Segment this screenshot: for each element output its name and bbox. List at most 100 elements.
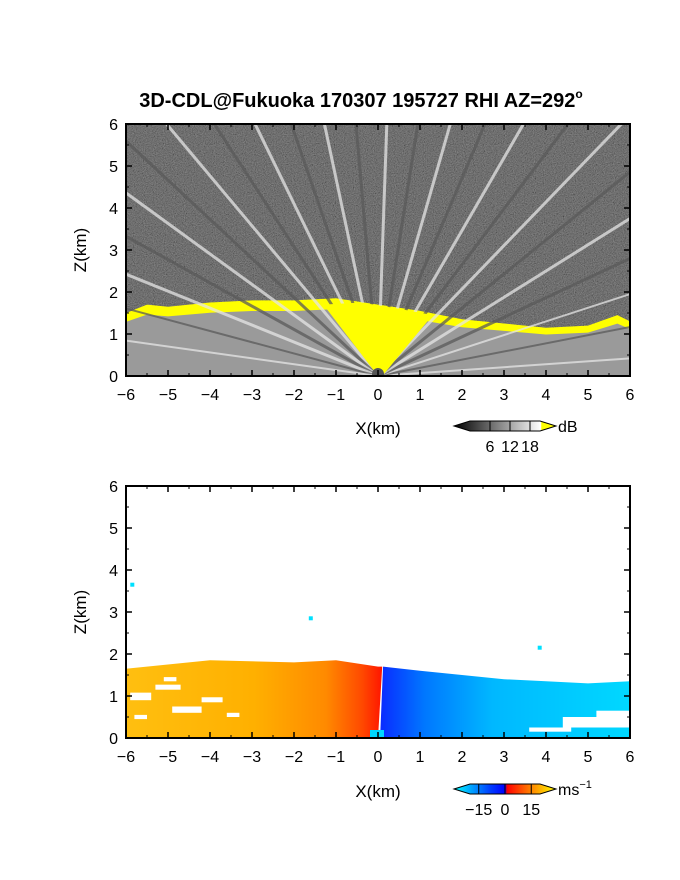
colorbar-tick-label: −15	[465, 802, 492, 819]
y-tick-label: 0	[109, 731, 118, 748]
bottom-colorbar-unit: ms−1	[558, 779, 592, 799]
beam-ray	[126, 339, 379, 376]
echo-gap	[134, 714, 147, 720]
beam-ray	[164, 124, 380, 376]
beam-ray	[376, 124, 487, 376]
top-y-axis-label: Z(km)	[71, 228, 90, 272]
top-axis-ticks: −6 −5 −4 −3 −2 −1 0 1 2 3 4 5 6 0 1 2 3 4 5 6	[109, 117, 634, 404]
beam-ray	[126, 234, 379, 376]
x-tick-label: −2	[285, 749, 303, 766]
beam-ray	[377, 256, 630, 376]
x-tick-label: −4	[201, 749, 219, 766]
beam-ray	[126, 138, 380, 376]
echo-gap	[226, 712, 240, 717]
x-tick-label: 5	[584, 749, 593, 766]
x-tick-label: 2	[458, 749, 467, 766]
y-tick-label: 4	[109, 201, 118, 218]
top-x-axis-label: X(km)	[355, 419, 400, 438]
bottom-colorbar: −15 0 15 ms−1	[452, 779, 592, 819]
x-tick-label: 1	[416, 387, 425, 404]
bottom-radar-site	[370, 730, 384, 737]
echo-gap	[163, 677, 177, 682]
echo-gap	[562, 717, 630, 728]
y-tick-label: 3	[109, 605, 118, 622]
isolated-echo	[308, 616, 313, 621]
x-tick-label: 5	[584, 387, 593, 404]
y-tick-label: 4	[109, 563, 118, 580]
y-tick-label: 3	[109, 243, 118, 260]
x-tick-label: 4	[542, 749, 551, 766]
x-tick-label: −5	[159, 749, 177, 766]
x-tick-label: 0	[374, 387, 383, 404]
beam-ray	[376, 124, 570, 376]
beam-ray	[126, 307, 379, 376]
x-tick-label: −6	[117, 387, 135, 404]
bottom-x-axis-label: X(km)	[355, 782, 400, 801]
echo-gap	[172, 706, 202, 713]
bottom-isolated-echoes	[130, 582, 542, 650]
beam-ray	[126, 191, 379, 376]
beam-ray	[376, 124, 452, 376]
top-colorbar: 6 12 18 dB	[452, 419, 578, 456]
top-panel: −6 −5 −4 −3 −2 −1 0 1 2 3 4 5 6 0 1 2 3 4 5 6 X(km) Z(km)	[71, 117, 635, 438]
x-tick-label: 1	[416, 749, 425, 766]
beam-ray	[126, 272, 379, 376]
x-tick-label: 2	[458, 387, 467, 404]
y-tick-label: 1	[109, 327, 118, 344]
top-yellow-fan	[323, 302, 433, 376]
beam-ray	[289, 124, 380, 376]
x-tick-label: 0	[374, 749, 383, 766]
isolated-echo	[130, 582, 135, 587]
figure-title: 3D-CDL@Fukuoka 170307 195727 RHI AZ=292o	[139, 87, 583, 112]
x-tick-label: 6	[626, 387, 635, 404]
colorbar-tick-label: 12	[501, 439, 519, 456]
echo-gap	[596, 710, 630, 720]
colorbar-tick-label: 6	[486, 439, 495, 456]
y-tick-label: 0	[109, 369, 118, 386]
beam-ray	[354, 124, 380, 376]
echo-gap	[155, 684, 181, 690]
x-tick-label: −5	[159, 387, 177, 404]
beam-ray	[377, 325, 630, 376]
y-tick-label: 1	[109, 689, 118, 706]
y-tick-label: 5	[109, 159, 118, 176]
x-tick-label: 6	[626, 749, 635, 766]
top-colorbar-bar	[452, 420, 558, 432]
bottom-y-axis-label: Z(km)	[71, 590, 90, 634]
bottom-panel: −6 −5 −4 −3 −2 −1 0 1 2 3 4 5 6 0 1 2 3 4 5 6 X(km) Z(km)	[71, 479, 635, 801]
beam-ray	[377, 216, 630, 376]
x-tick-label: −4	[201, 387, 219, 404]
beam-ray	[253, 124, 380, 376]
beam-ray	[377, 293, 630, 376]
x-tick-label: −3	[243, 387, 261, 404]
bottom-gaps	[130, 677, 630, 732]
echo-gap	[529, 727, 572, 732]
top-colorbar-ticks: 6 12 18	[486, 421, 539, 456]
bottom-positive-velocity	[126, 660, 383, 738]
x-tick-label: 3	[500, 387, 509, 404]
y-tick-label: 6	[109, 117, 118, 134]
colorbar-tick-label: 0	[501, 802, 510, 819]
y-tick-label: 5	[109, 521, 118, 538]
y-tick-label: 6	[109, 479, 118, 496]
beam-ray	[377, 357, 630, 376]
echo-gap	[201, 697, 223, 703]
x-tick-label: −3	[243, 749, 261, 766]
echo-gap	[130, 692, 152, 701]
x-tick-label: −1	[327, 387, 345, 404]
x-tick-label: −1	[327, 749, 345, 766]
x-tick-label: 3	[500, 749, 509, 766]
colorbar-tick-label: 18	[521, 439, 539, 456]
bottom-colorbar-ticks: −15 0 15	[465, 784, 540, 819]
x-tick-label: −6	[117, 749, 135, 766]
x-tick-label: −2	[285, 387, 303, 404]
bottom-axis-ticks: −6 −5 −4 −3 −2 −1 0 1 2 3 4 5 6 0 1 2 3 4 5 6	[109, 479, 634, 766]
y-tick-label: 2	[109, 285, 118, 302]
isolated-echo	[537, 645, 542, 650]
colorbar-tick-label: 15	[522, 802, 540, 819]
beam-ray	[376, 124, 526, 376]
beam-ray	[322, 124, 380, 376]
beam-ray	[377, 170, 630, 376]
beam-ray	[212, 124, 380, 376]
